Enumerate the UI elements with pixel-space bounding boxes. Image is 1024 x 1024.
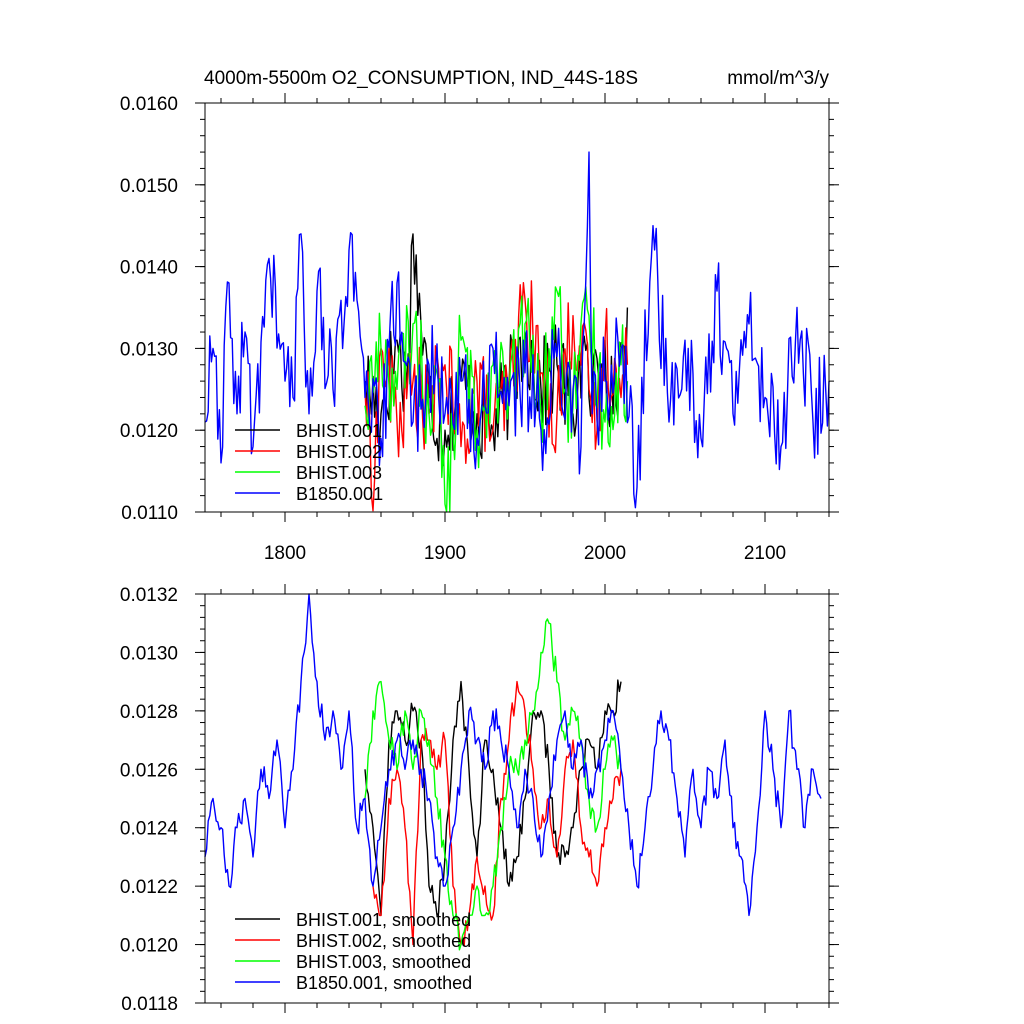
series-lines [204, 593, 822, 951]
plot-frame [204, 593, 830, 1004]
y-tick-label: 0.0126 [120, 760, 178, 781]
legend-label: BHIST.003 [296, 463, 382, 483]
x-tick-label: 2000 [584, 543, 626, 564]
y-tick-label: 0.0124 [120, 819, 179, 840]
y-tick-label: 0.0120 [120, 421, 178, 442]
y-axis: 0.0110 0.0120 0.0130 0.0140 0.0150 0.0160 [120, 94, 839, 524]
x-tick-label: 1900 [424, 543, 466, 564]
y-tick-label: 0.0132 [120, 585, 178, 606]
plot-frame [204, 102, 830, 513]
legend-label: BHIST.001 [296, 421, 382, 441]
chart-bottom: 0.0118 0.0120 0.0122 0.0124 0.0126 0.0128 0.01… [120, 584, 839, 1015]
legend-label: BHIST.003, smoothed [296, 952, 471, 972]
x-axis [220, 584, 830, 1013]
x-tick-label: 2100 [744, 543, 786, 564]
y-tick-label: 0.0150 [120, 176, 178, 197]
legend-label: BHIST.002 [296, 442, 382, 462]
y-tick-label: 0.0130 [120, 643, 178, 664]
y-tick-label: 0.0128 [120, 702, 178, 723]
y-axis: 0.0118 0.0120 0.0122 0.0124 0.0126 0.0128 0.01… [120, 585, 839, 1015]
x-axis: 1800 1900 2000 2100 [220, 93, 830, 564]
series-line-4 [204, 593, 822, 917]
y-tick-label: 0.0140 [120, 258, 178, 279]
legend-label: BHIST.001, smoothed [296, 910, 471, 930]
y-tick-label: 0.0120 [120, 936, 178, 957]
y-tick-label: 0.0160 [120, 94, 178, 115]
series-line-2 [364, 280, 629, 512]
chart-top: 4000m-5500m O2_CONSUMPTION, IND_44S-18S … [120, 68, 839, 564]
series-line-4 [204, 151, 830, 509]
y-tick-label: 0.0110 [121, 503, 178, 524]
y-tick-label: 0.0130 [120, 339, 178, 360]
x-tick-label: 1800 [264, 543, 306, 564]
y-tick-label: 0.0118 [121, 994, 178, 1015]
series-line-3 [364, 618, 622, 951]
series-lines [204, 151, 830, 513]
series-line-3 [364, 286, 629, 513]
chart-title: 4000m-5500m O2_CONSUMPTION, IND_44S-18S [204, 68, 638, 89]
chart-units: mmol/m^3/y [727, 68, 829, 89]
legend-label: B1850.001 [296, 484, 383, 504]
legend-label: BHIST.002, smoothed [296, 931, 471, 951]
legend-label: B1850.001, smoothed [296, 973, 472, 993]
y-tick-label: 0.0122 [120, 877, 178, 898]
